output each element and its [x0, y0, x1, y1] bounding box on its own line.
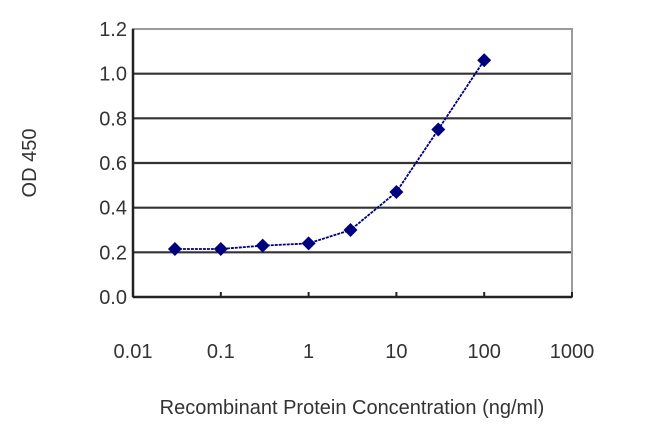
- series-line: [174, 59, 485, 250]
- y-axis-tick-labels: 0.0 0.2 0.4 0.6 0.8 1.0 1.2: [99, 19, 127, 309]
- y-tick-label: 1.2: [99, 19, 127, 41]
- diamond-marker: [343, 223, 358, 237]
- y-tick-label: 0.2: [99, 242, 127, 264]
- y-tick-label: 0.8: [99, 108, 127, 130]
- diamond-marker: [301, 236, 316, 251]
- x-tick-label: 1000: [550, 341, 595, 363]
- diamond-marker: [431, 122, 446, 137]
- diamond-marker: [389, 185, 404, 200]
- x-axis-title: Recombinant Protein Concentration (ng/ml…: [160, 397, 545, 419]
- diamond-marker: [255, 238, 270, 253]
- x-axis-tick-labels: 0.01 0.1 1 10 100 1000: [114, 341, 595, 363]
- x-tick-label: 1: [303, 341, 314, 363]
- x-tick-label: 0.01: [114, 341, 153, 363]
- horizontal-gridlines: [133, 72, 572, 254]
- y-tick-label: 1.0: [99, 64, 127, 86]
- diamond-marker: [477, 53, 492, 68]
- diamond-marker: [213, 241, 228, 256]
- diamond-marker: [167, 241, 182, 256]
- y-tick-label: 0.0: [99, 287, 127, 309]
- y-tick-label: 0.4: [99, 198, 127, 220]
- series-markers: [167, 53, 492, 256]
- x-tick-label: 0.1: [207, 341, 235, 363]
- x-axis-ticks: [132, 292, 573, 297]
- y-tick-label: 0.6: [99, 153, 127, 175]
- x-tick-label: 10: [385, 341, 407, 363]
- x-tick-label: 100: [468, 341, 501, 363]
- y-axis-title: OD 450: [19, 129, 41, 198]
